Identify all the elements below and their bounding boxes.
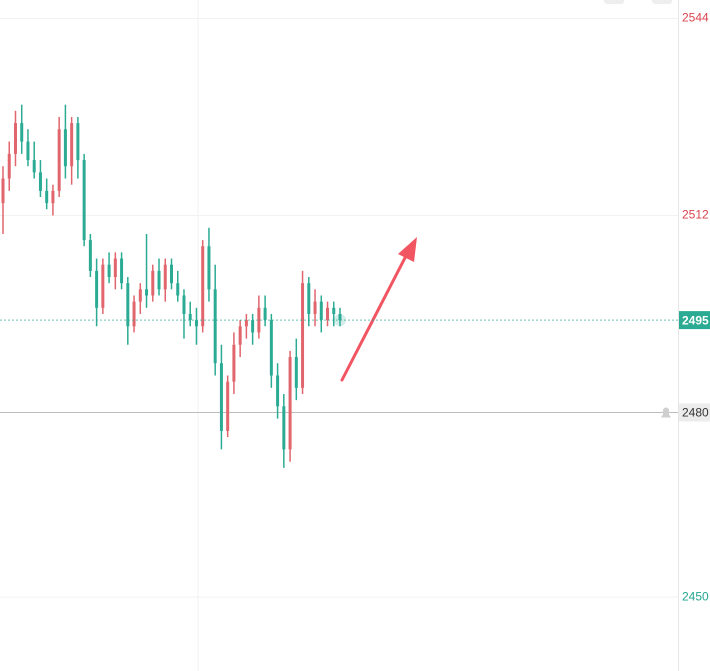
candle-body [232,344,236,382]
candle-body [313,301,317,314]
candle-body [76,123,80,161]
y-tick-label: 2512 [682,208,709,222]
candle-body [176,283,180,296]
candle-body [145,289,149,296]
alert-label: 2480 [682,406,709,420]
toolbar-button[interactable] [652,0,672,4]
candle-body [95,270,99,308]
candle-body [132,301,136,327]
candle-body [51,190,55,204]
candle-body [182,295,186,314]
candle-body [326,307,330,321]
candle-body [332,307,336,314]
candle-body [301,283,305,388]
annotation-arrow [340,237,417,382]
price-label: 2495 [682,313,709,327]
candle-body [276,375,280,407]
candle-body [70,123,74,167]
candle-body [194,320,198,327]
candle-body [251,320,255,333]
price-label-box [679,311,710,330]
candle-body [88,240,92,271]
candle-body [163,264,167,290]
candle-body [213,289,217,364]
candle-body [238,326,242,345]
candle-body [170,264,173,284]
candle-body [151,270,155,296]
candle-body [57,129,61,191]
candle-body [126,283,130,327]
candle-body [188,313,192,321]
candle-body [338,313,342,321]
bell-icon [661,407,671,418]
candle-body [82,160,86,241]
candle-body [20,123,24,142]
candle-body [1,178,5,204]
candle-body [107,264,111,278]
candle-body [319,301,323,321]
candle-body [45,190,49,204]
candle-body [38,172,42,191]
candle-body [120,258,124,284]
candle-body [244,320,248,327]
candle-body [138,289,142,302]
candle-body [26,141,30,161]
candle-body [294,357,298,388]
y-tick-label: 2544 [682,11,709,25]
toolbar-button[interactable] [604,0,624,4]
candle-body [7,153,11,179]
candle-body [157,270,161,290]
candle-body [113,258,117,278]
candle-body [307,283,311,314]
alert-label-box [679,403,710,422]
candle-body [32,160,36,173]
candle-body [101,264,105,308]
candle-body [201,246,205,327]
candle-body [207,246,211,290]
candle-body [269,320,273,376]
candle-body [263,307,267,321]
candle-body [282,406,286,450]
candle-body [13,123,17,154]
candle-body [63,129,67,167]
y-tick-label: 2450 [682,589,709,603]
candle-body [257,307,261,333]
candle-body [226,381,230,431]
candle-body [219,363,223,431]
candle-body [288,357,292,450]
